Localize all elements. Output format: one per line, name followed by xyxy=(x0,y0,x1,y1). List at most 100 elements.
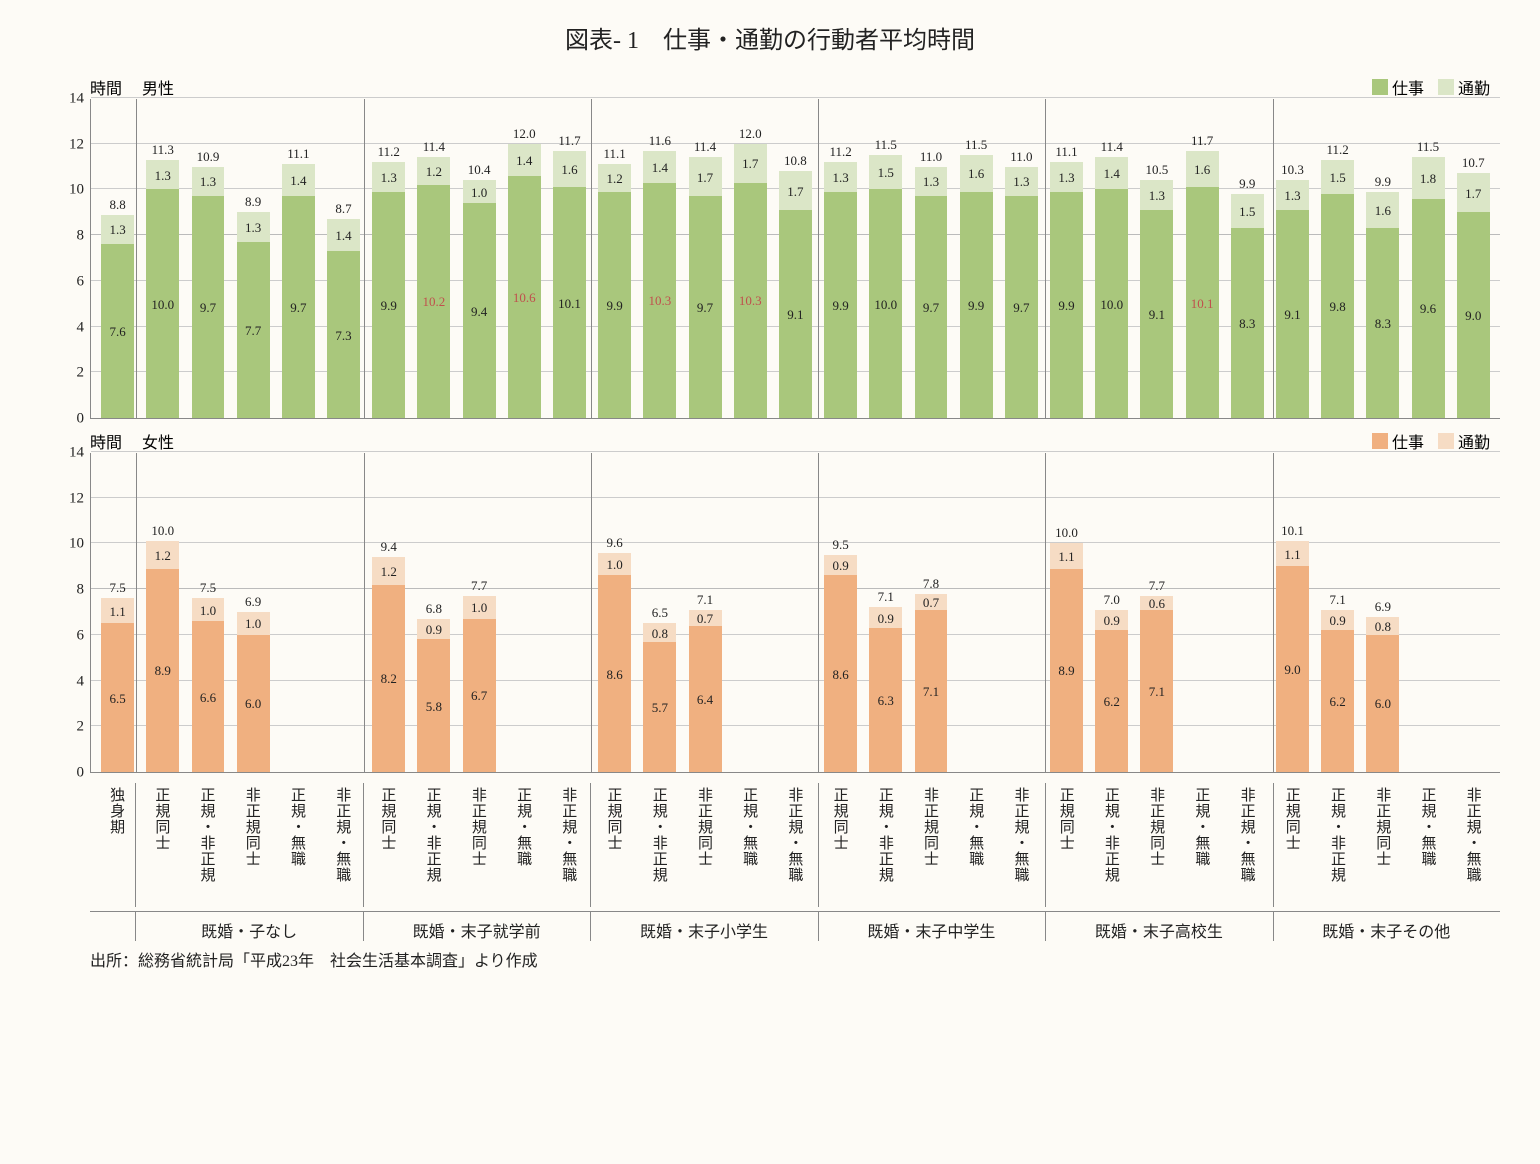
x-category: 非正規同士 xyxy=(1360,783,1405,907)
label-total: 7.7 xyxy=(471,578,487,594)
stacked-bar: 10.71.79.0 xyxy=(1457,173,1490,418)
label-commute: 1.3 xyxy=(200,174,216,190)
stacked-bar: 11.21.39.9 xyxy=(372,162,405,418)
label-commute: 1.8 xyxy=(1420,171,1436,187)
label-work: 9.1 xyxy=(1284,307,1300,323)
y-tick: 8 xyxy=(77,228,85,245)
label-work: 8.3 xyxy=(1375,316,1391,332)
stacked-bar: 6.50.85.7 xyxy=(643,623,676,772)
label-commute: 0.8 xyxy=(652,626,668,642)
bar-slot: 11.11.29.9 xyxy=(592,99,637,418)
label-work: 9.7 xyxy=(290,300,306,316)
bar-slot: 7.71.06.7 xyxy=(457,453,502,772)
label-commute: 0.7 xyxy=(923,595,939,611)
x-category: 正規同士 xyxy=(591,783,636,907)
label-total: 7.1 xyxy=(878,589,894,605)
stacked-bar: 10.51.39.1 xyxy=(1140,180,1173,418)
stacked-bar: 11.21.59.8 xyxy=(1321,160,1354,418)
label-total: 10.1 xyxy=(1281,523,1304,539)
label-total: 7.1 xyxy=(1330,592,1346,608)
label-commute: 1.2 xyxy=(381,564,397,580)
x-category: 非正規・無職 xyxy=(1451,783,1496,907)
bar-slot: 7.10.96.3 xyxy=(863,453,908,772)
x-axis: 独身期正規同士正規・非正規非正規同士正規・無職非正規・無職正規同士正規・非正規非… xyxy=(90,783,1500,941)
label-commute: 1.7 xyxy=(1465,186,1481,202)
bar-slot xyxy=(728,453,773,772)
bar-slot: 11.71.610.1 xyxy=(1180,99,1225,418)
x-category: 正規同士 xyxy=(818,783,863,907)
stacked-bar: 10.81.79.1 xyxy=(779,171,812,418)
legend: 仕事通勤 xyxy=(1372,75,1490,99)
group-label: 既婚・末子高校生 xyxy=(1045,918,1272,942)
stacked-bar: 11.41.210.2 xyxy=(417,157,450,418)
label-work: 8.2 xyxy=(381,671,397,687)
label-commute: 0.9 xyxy=(832,558,848,574)
label-total: 6.8 xyxy=(426,601,442,617)
bar-slot: 7.80.77.1 xyxy=(908,453,953,772)
y-axis-label: 時間 xyxy=(90,75,122,99)
x-category: 正規・非正規 xyxy=(1315,783,1360,907)
bar-slot: 9.41.28.2 xyxy=(366,453,411,772)
label-total: 8.7 xyxy=(335,201,351,217)
label-commute: 1.2 xyxy=(426,164,442,180)
label-commute: 1.7 xyxy=(742,156,758,172)
label-total: 9.9 xyxy=(1375,174,1391,190)
label-work: 9.8 xyxy=(1330,299,1346,315)
stacked-bar: 11.31.310.0 xyxy=(146,160,179,418)
bar-slot: 11.11.39.9 xyxy=(1044,99,1089,418)
label-commute: 1.1 xyxy=(1058,549,1074,565)
bar-slot: 6.50.85.7 xyxy=(637,453,682,772)
label-total: 11.0 xyxy=(920,149,942,165)
bar-slot: 7.00.96.2 xyxy=(1089,453,1134,772)
label-total: 6.9 xyxy=(245,594,261,610)
x-category: 独身期 xyxy=(94,783,139,907)
label-commute: 1.1 xyxy=(1284,547,1300,563)
stacked-bar: 11.71.610.1 xyxy=(1186,151,1219,418)
chart-subtitle: 男性 xyxy=(142,75,174,99)
label-total: 11.0 xyxy=(1010,149,1032,165)
label-total: 11.1 xyxy=(287,146,309,162)
label-commute: 1.4 xyxy=(1104,166,1120,182)
bar-slot: 9.50.98.6 xyxy=(818,453,863,772)
label-total: 7.1 xyxy=(697,592,713,608)
chart-title: 図表- 1 仕事・通勤の行動者平均時間 xyxy=(40,20,1500,55)
x-category: 非正規・無職 xyxy=(772,783,817,907)
bar-slot: 7.51.06.6 xyxy=(185,453,230,772)
label-commute: 1.4 xyxy=(335,228,351,244)
stacked-bar: 10.01.18.9 xyxy=(1050,543,1083,772)
label-total: 11.3 xyxy=(152,142,174,158)
x-category: 非正規・無職 xyxy=(998,783,1043,907)
stacked-bar: 9.61.08.6 xyxy=(598,553,631,772)
chart-female: 時間女性仕事通勤024681012147.51.16.510.01.28.97.… xyxy=(40,429,1500,773)
label-work: 10.0 xyxy=(874,297,897,313)
label-total: 10.9 xyxy=(197,149,220,165)
bar-slot: 11.51.89.6 xyxy=(1405,99,1450,418)
label-commute: 1.2 xyxy=(155,548,171,564)
legend-work: 仕事 xyxy=(1392,429,1424,453)
bar-slot xyxy=(1451,453,1496,772)
label-work: 9.1 xyxy=(787,307,803,323)
label-work: 6.4 xyxy=(697,692,713,708)
bar-slot: 11.51.69.9 xyxy=(954,99,999,418)
x-category: 正規・非正規 xyxy=(184,783,229,907)
label-work: 7.1 xyxy=(923,684,939,700)
label-total: 10.0 xyxy=(151,523,174,539)
label-total: 8.9 xyxy=(245,194,261,210)
label-commute: 1.7 xyxy=(787,184,803,200)
label-total: 10.0 xyxy=(1055,525,1078,541)
stacked-bar: 6.80.95.8 xyxy=(417,619,450,772)
stacked-bar: 11.51.510.0 xyxy=(869,155,902,418)
x-category: 非正規同士 xyxy=(456,783,501,907)
label-commute: 1.6 xyxy=(968,166,984,182)
stacked-bar: 7.71.06.7 xyxy=(463,596,496,772)
y-tick: 14 xyxy=(69,445,84,462)
x-category: 正規・無職 xyxy=(501,783,546,907)
x-category: 正規・無職 xyxy=(953,783,998,907)
label-total: 10.4 xyxy=(468,162,491,178)
x-category: 非正規・無職 xyxy=(320,783,365,907)
stacked-bar: 11.41.79.7 xyxy=(689,157,722,418)
bar-slot: 9.61.08.6 xyxy=(592,453,637,772)
label-commute: 1.0 xyxy=(471,185,487,201)
stacked-bar: 7.70.67.1 xyxy=(1140,596,1173,772)
bar-slot: 10.01.18.9 xyxy=(1044,453,1089,772)
